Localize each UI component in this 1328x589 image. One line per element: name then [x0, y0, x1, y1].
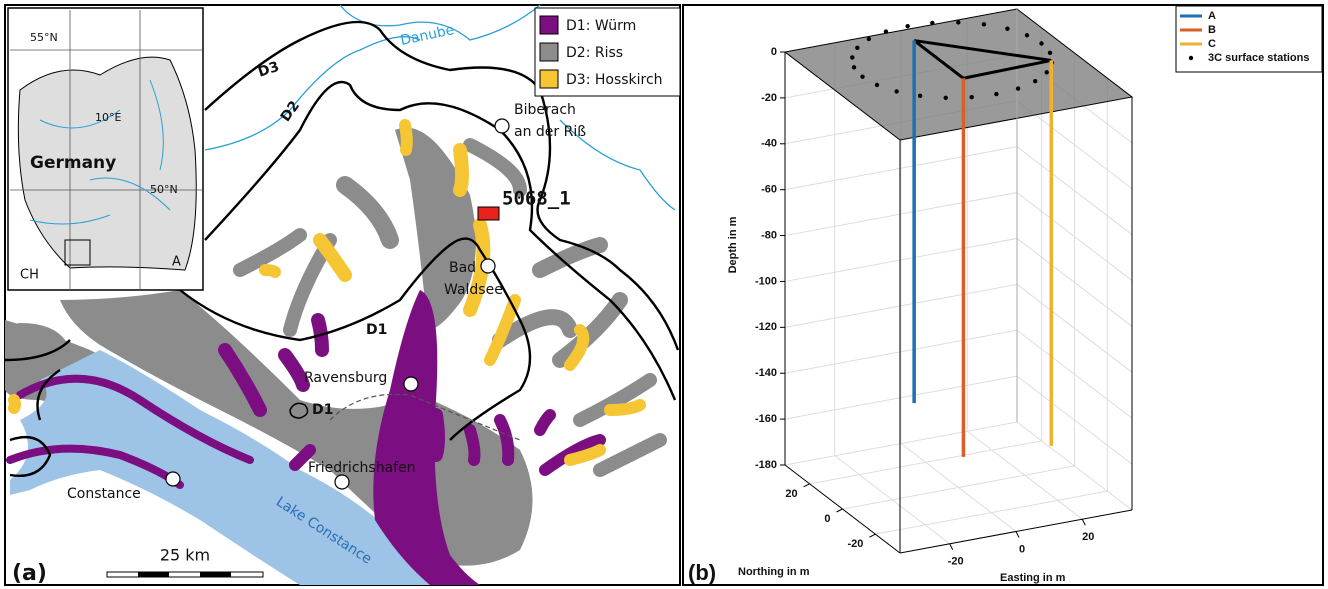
station [1025, 33, 1029, 37]
station [855, 46, 859, 50]
z-tick-label: -140 [755, 367, 777, 379]
town-label: an der Riß [514, 124, 586, 140]
legend-label: C [1208, 38, 1216, 50]
z-tick-label: -160 [755, 413, 777, 425]
station [956, 20, 960, 24]
station [1048, 51, 1052, 55]
x-tick-label: 20 [1082, 531, 1094, 543]
station [867, 37, 871, 41]
town-marker [335, 475, 349, 489]
inset-label: A [172, 255, 181, 270]
y-tick-label: 0 [824, 513, 830, 525]
station [884, 29, 888, 33]
legend-swatch [540, 43, 558, 61]
site-label: 5068_1 [502, 188, 571, 210]
station [1005, 27, 1009, 31]
site-marker [478, 207, 499, 220]
station [905, 24, 909, 28]
z-tick-label: -100 [755, 275, 777, 287]
inset-label: 55°N [30, 31, 58, 44]
legend-label: A [1208, 10, 1216, 22]
z-axis-label: Depth in m [727, 216, 739, 273]
z-tick-label: -120 [755, 321, 777, 333]
town-marker [481, 259, 495, 273]
z-tick-label: -60 [761, 184, 777, 196]
scale-segment [107, 572, 263, 577]
station [994, 92, 998, 96]
town-label: Biberach [514, 102, 576, 118]
z-tick-label: -40 [761, 138, 777, 150]
inset-map: 55°N 10°E Germany 50°N CH A [8, 8, 203, 290]
inset-label: 10°E [95, 111, 121, 124]
x-axis-label: Easting in m [1000, 572, 1066, 584]
legend-label: 3C surface stations [1208, 52, 1309, 64]
station [969, 95, 973, 99]
x-tick-label: 0 [1019, 543, 1025, 555]
station [918, 94, 922, 98]
legend-swatch [1189, 56, 1193, 60]
legend-swatch [540, 16, 558, 34]
inset-label: 50°N [150, 183, 178, 196]
legend-label: D3: Hosskirch [566, 72, 663, 88]
figure: Danube D3 D2 D1 D1 Biberach an der Riß B… [0, 0, 1328, 589]
panel-label: (a) [12, 561, 47, 586]
z-tick-label: -20 [761, 92, 777, 104]
z-tick-label: -80 [761, 229, 777, 241]
station [1039, 41, 1043, 45]
legend-label: B [1208, 24, 1216, 36]
station [852, 65, 856, 69]
map-panel: Danube D3 D2 D1 D1 Biberach an der Riß B… [5, 5, 680, 586]
z-tick-label: -180 [755, 459, 777, 471]
y-tick-label: -20 [847, 538, 863, 550]
station [875, 83, 879, 87]
panel-label: (b) [688, 560, 716, 585]
station [1016, 86, 1020, 90]
town-marker [166, 472, 180, 486]
z-tick-label: 0 [771, 46, 777, 58]
station [982, 22, 986, 26]
legend-label: D1: Würm [566, 18, 636, 34]
station [1044, 70, 1048, 74]
y-axis-label: Northing in m [738, 566, 810, 578]
station [930, 21, 934, 25]
town-label: Bad [449, 260, 476, 276]
boundary-label: D1 [366, 322, 387, 338]
boundary-label: D1 [312, 402, 333, 418]
scale-segment [138, 572, 169, 577]
town-label: Constance [67, 486, 141, 502]
legend-swatch [540, 70, 558, 88]
town-marker [404, 377, 418, 391]
station [944, 96, 948, 100]
y-tick-label: 20 [785, 488, 797, 500]
inset-label: CH [20, 268, 39, 283]
station [860, 74, 864, 78]
chart-panel: (b) Depth in m Northing in m Easting in … [683, 5, 1323, 585]
legend-label: D2: Riss [566, 45, 623, 61]
scale-label: 25 km [160, 546, 210, 565]
town-label: Waldsee [444, 282, 503, 298]
town-label: Friedrichshafen [308, 460, 416, 476]
station [894, 89, 898, 93]
inset-label: Germany [30, 153, 116, 173]
legend: D1: Würm D2: Riss D3: Hosskirch [535, 8, 680, 96]
x-tick-label: -20 [948, 556, 964, 568]
town-label: Ravensburg [304, 370, 387, 386]
station [850, 55, 854, 59]
scale-segment [200, 572, 231, 577]
town-marker [495, 119, 509, 133]
page: Danube D3 D2 D1 D1 Biberach an der Riß B… [0, 0, 1328, 589]
station [1033, 79, 1037, 83]
